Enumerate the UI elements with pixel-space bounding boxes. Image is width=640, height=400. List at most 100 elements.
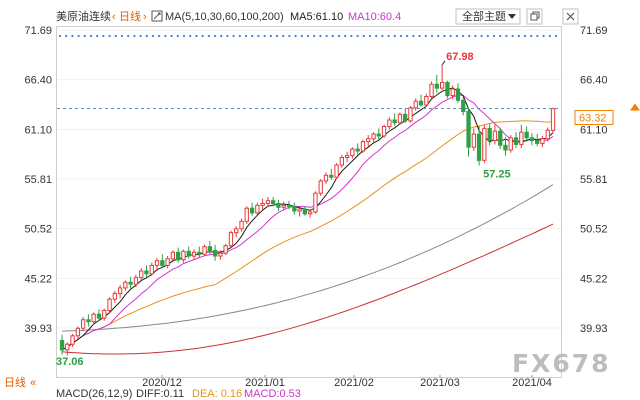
candle-body bbox=[149, 264, 154, 275]
guide-dot bbox=[158, 34, 161, 38]
guide-dot bbox=[387, 34, 390, 38]
candle-body bbox=[334, 164, 339, 178]
candle-down bbox=[271, 196, 276, 207]
candle-body bbox=[350, 148, 355, 157]
candle-body bbox=[455, 88, 461, 101]
candle-body bbox=[550, 108, 556, 131]
macd-label: MACD(26,12,9) bbox=[56, 388, 132, 400]
candle-body bbox=[482, 127, 487, 161]
candle-down bbox=[276, 199, 281, 211]
candle-body bbox=[181, 250, 186, 261]
restore-icon[interactable] bbox=[526, 8, 543, 25]
candle-down bbox=[355, 143, 360, 155]
theme-dropdown-button[interactable]: 全部主题 bbox=[455, 8, 521, 25]
candle-up bbox=[413, 98, 418, 111]
candle-down bbox=[144, 265, 149, 278]
candle-body bbox=[213, 249, 218, 257]
candle-body bbox=[265, 200, 271, 204]
candle-down bbox=[186, 246, 191, 259]
angle-left-icon[interactable]: ‹ bbox=[112, 11, 116, 23]
candle-down bbox=[207, 241, 212, 255]
macd-dea: DEA: 0.16 bbox=[192, 388, 242, 400]
guide-dot bbox=[220, 34, 223, 38]
footer-angle-icon[interactable]: « bbox=[30, 377, 36, 389]
candle-up bbox=[323, 172, 329, 184]
candle-down bbox=[376, 128, 381, 140]
annotation-low-start: 37.06 bbox=[56, 356, 84, 368]
x-tick-label: 2021/01 bbox=[245, 377, 285, 389]
candle-up bbox=[429, 81, 434, 99]
moving-average-lines bbox=[61, 87, 554, 355]
candle-body bbox=[244, 207, 249, 222]
candle-body bbox=[339, 157, 345, 166]
y-tick-right: 66.40 bbox=[580, 75, 608, 87]
candle-body bbox=[292, 205, 297, 212]
candle-body bbox=[234, 228, 239, 234]
candle-up bbox=[440, 64, 445, 90]
guide-dot bbox=[406, 34, 409, 38]
candle-body bbox=[392, 119, 397, 124]
candle-body bbox=[535, 140, 540, 144]
candle-body bbox=[519, 131, 524, 145]
guide-dot bbox=[542, 34, 545, 38]
guide-dot bbox=[350, 34, 353, 38]
guide-dot bbox=[182, 34, 186, 38]
y-tick-right: 55.81 bbox=[580, 174, 608, 186]
candle-down bbox=[286, 200, 292, 210]
close-icon[interactable] bbox=[562, 8, 579, 25]
candle-down bbox=[418, 94, 424, 107]
guide-dot bbox=[492, 34, 496, 38]
candle-body bbox=[91, 313, 96, 323]
candle-body bbox=[424, 96, 429, 106]
angle-right-icon[interactable]: › bbox=[143, 11, 147, 23]
candle-body bbox=[65, 343, 70, 351]
guide-dot bbox=[505, 34, 508, 38]
guide-dot bbox=[170, 34, 173, 38]
guide-dot bbox=[381, 34, 384, 38]
candle-body bbox=[86, 319, 91, 323]
period-switch[interactable]: ‹ 日线 › bbox=[112, 9, 147, 23]
candle-down bbox=[455, 83, 461, 104]
candle-down bbox=[197, 246, 202, 258]
candle-up bbox=[387, 117, 392, 130]
candle-body bbox=[112, 293, 117, 300]
guide-dot bbox=[65, 34, 68, 38]
y-tick-left: 45.22 bbox=[24, 273, 52, 285]
edit-icon[interactable] bbox=[151, 10, 163, 22]
y-tick-left: 66.40 bbox=[24, 75, 52, 87]
candle-body bbox=[508, 137, 513, 151]
footer-period-label[interactable]: 日线 bbox=[4, 375, 26, 389]
candle-up bbox=[350, 147, 355, 159]
y-tick-left: 39.93 bbox=[24, 323, 52, 335]
guide-dot bbox=[523, 34, 527, 38]
current-price-box bbox=[574, 110, 614, 125]
guide-dot bbox=[257, 34, 260, 38]
candle-body bbox=[450, 88, 455, 97]
macd-diff: DIFF:0.11 bbox=[136, 388, 184, 400]
ma5-line bbox=[61, 87, 554, 351]
candle-body bbox=[154, 260, 160, 266]
guide-dot bbox=[554, 34, 558, 38]
guide-dot bbox=[300, 34, 303, 38]
ma30-line bbox=[61, 120, 554, 351]
theme-dropdown-label[interactable]: 全部主题 bbox=[462, 9, 506, 23]
candle-up bbox=[102, 308, 107, 321]
candle-body bbox=[286, 204, 292, 207]
candle-up bbox=[239, 218, 244, 232]
candle-body bbox=[191, 251, 197, 257]
candle-down bbox=[535, 134, 540, 147]
candle-down bbox=[487, 123, 492, 146]
candle-body bbox=[487, 127, 492, 142]
watermark-logo: FX678 bbox=[512, 349, 611, 378]
y-tick-right: 50.52 bbox=[580, 224, 608, 236]
current-price-line: 63.32 bbox=[57, 103, 640, 125]
candle-down bbox=[461, 96, 466, 116]
candle-up bbox=[260, 198, 265, 211]
period-label[interactable]: 日线 bbox=[119, 9, 141, 23]
candle-up bbox=[139, 268, 144, 281]
candle-body bbox=[540, 138, 545, 144]
guide-dot bbox=[145, 34, 148, 38]
chevron-down-icon[interactable] bbox=[508, 14, 516, 19]
